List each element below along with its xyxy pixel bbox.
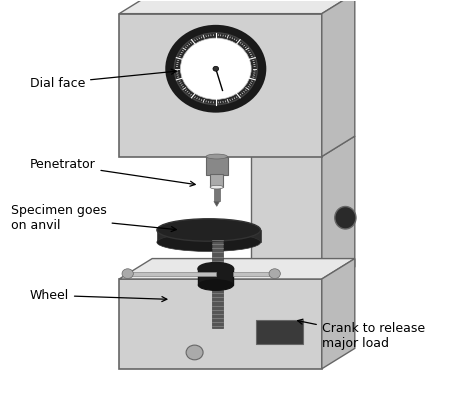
Circle shape xyxy=(269,269,280,279)
Circle shape xyxy=(166,26,265,112)
Bar xyxy=(198,268,233,285)
Polygon shape xyxy=(322,259,355,369)
Polygon shape xyxy=(322,0,355,157)
Bar xyxy=(210,174,223,187)
Text: Specimen goes
on anvil: Specimen goes on anvil xyxy=(11,204,176,232)
Circle shape xyxy=(213,66,219,71)
Ellipse shape xyxy=(210,185,223,189)
Circle shape xyxy=(181,38,251,99)
Polygon shape xyxy=(322,136,355,287)
Bar xyxy=(206,157,228,175)
Ellipse shape xyxy=(206,154,228,159)
Bar xyxy=(214,186,219,201)
Bar xyxy=(256,320,303,344)
Bar xyxy=(128,272,216,276)
Bar xyxy=(251,152,322,287)
Polygon shape xyxy=(119,259,355,279)
Bar xyxy=(157,230,261,242)
Bar xyxy=(119,279,322,369)
Text: Crank to release
major load: Crank to release major load xyxy=(298,319,425,350)
Ellipse shape xyxy=(335,206,356,229)
Ellipse shape xyxy=(157,233,261,252)
Bar xyxy=(233,272,273,276)
Text: Penetrator: Penetrator xyxy=(30,158,195,186)
Ellipse shape xyxy=(157,219,261,241)
Polygon shape xyxy=(214,201,219,206)
Circle shape xyxy=(186,345,203,360)
Text: Dial face: Dial face xyxy=(30,69,176,90)
Circle shape xyxy=(174,33,257,105)
Ellipse shape xyxy=(198,263,234,275)
Text: Wheel: Wheel xyxy=(30,289,167,302)
Ellipse shape xyxy=(198,280,233,291)
Bar xyxy=(212,238,223,328)
Polygon shape xyxy=(119,0,355,14)
Bar xyxy=(119,14,322,157)
Circle shape xyxy=(122,269,133,279)
